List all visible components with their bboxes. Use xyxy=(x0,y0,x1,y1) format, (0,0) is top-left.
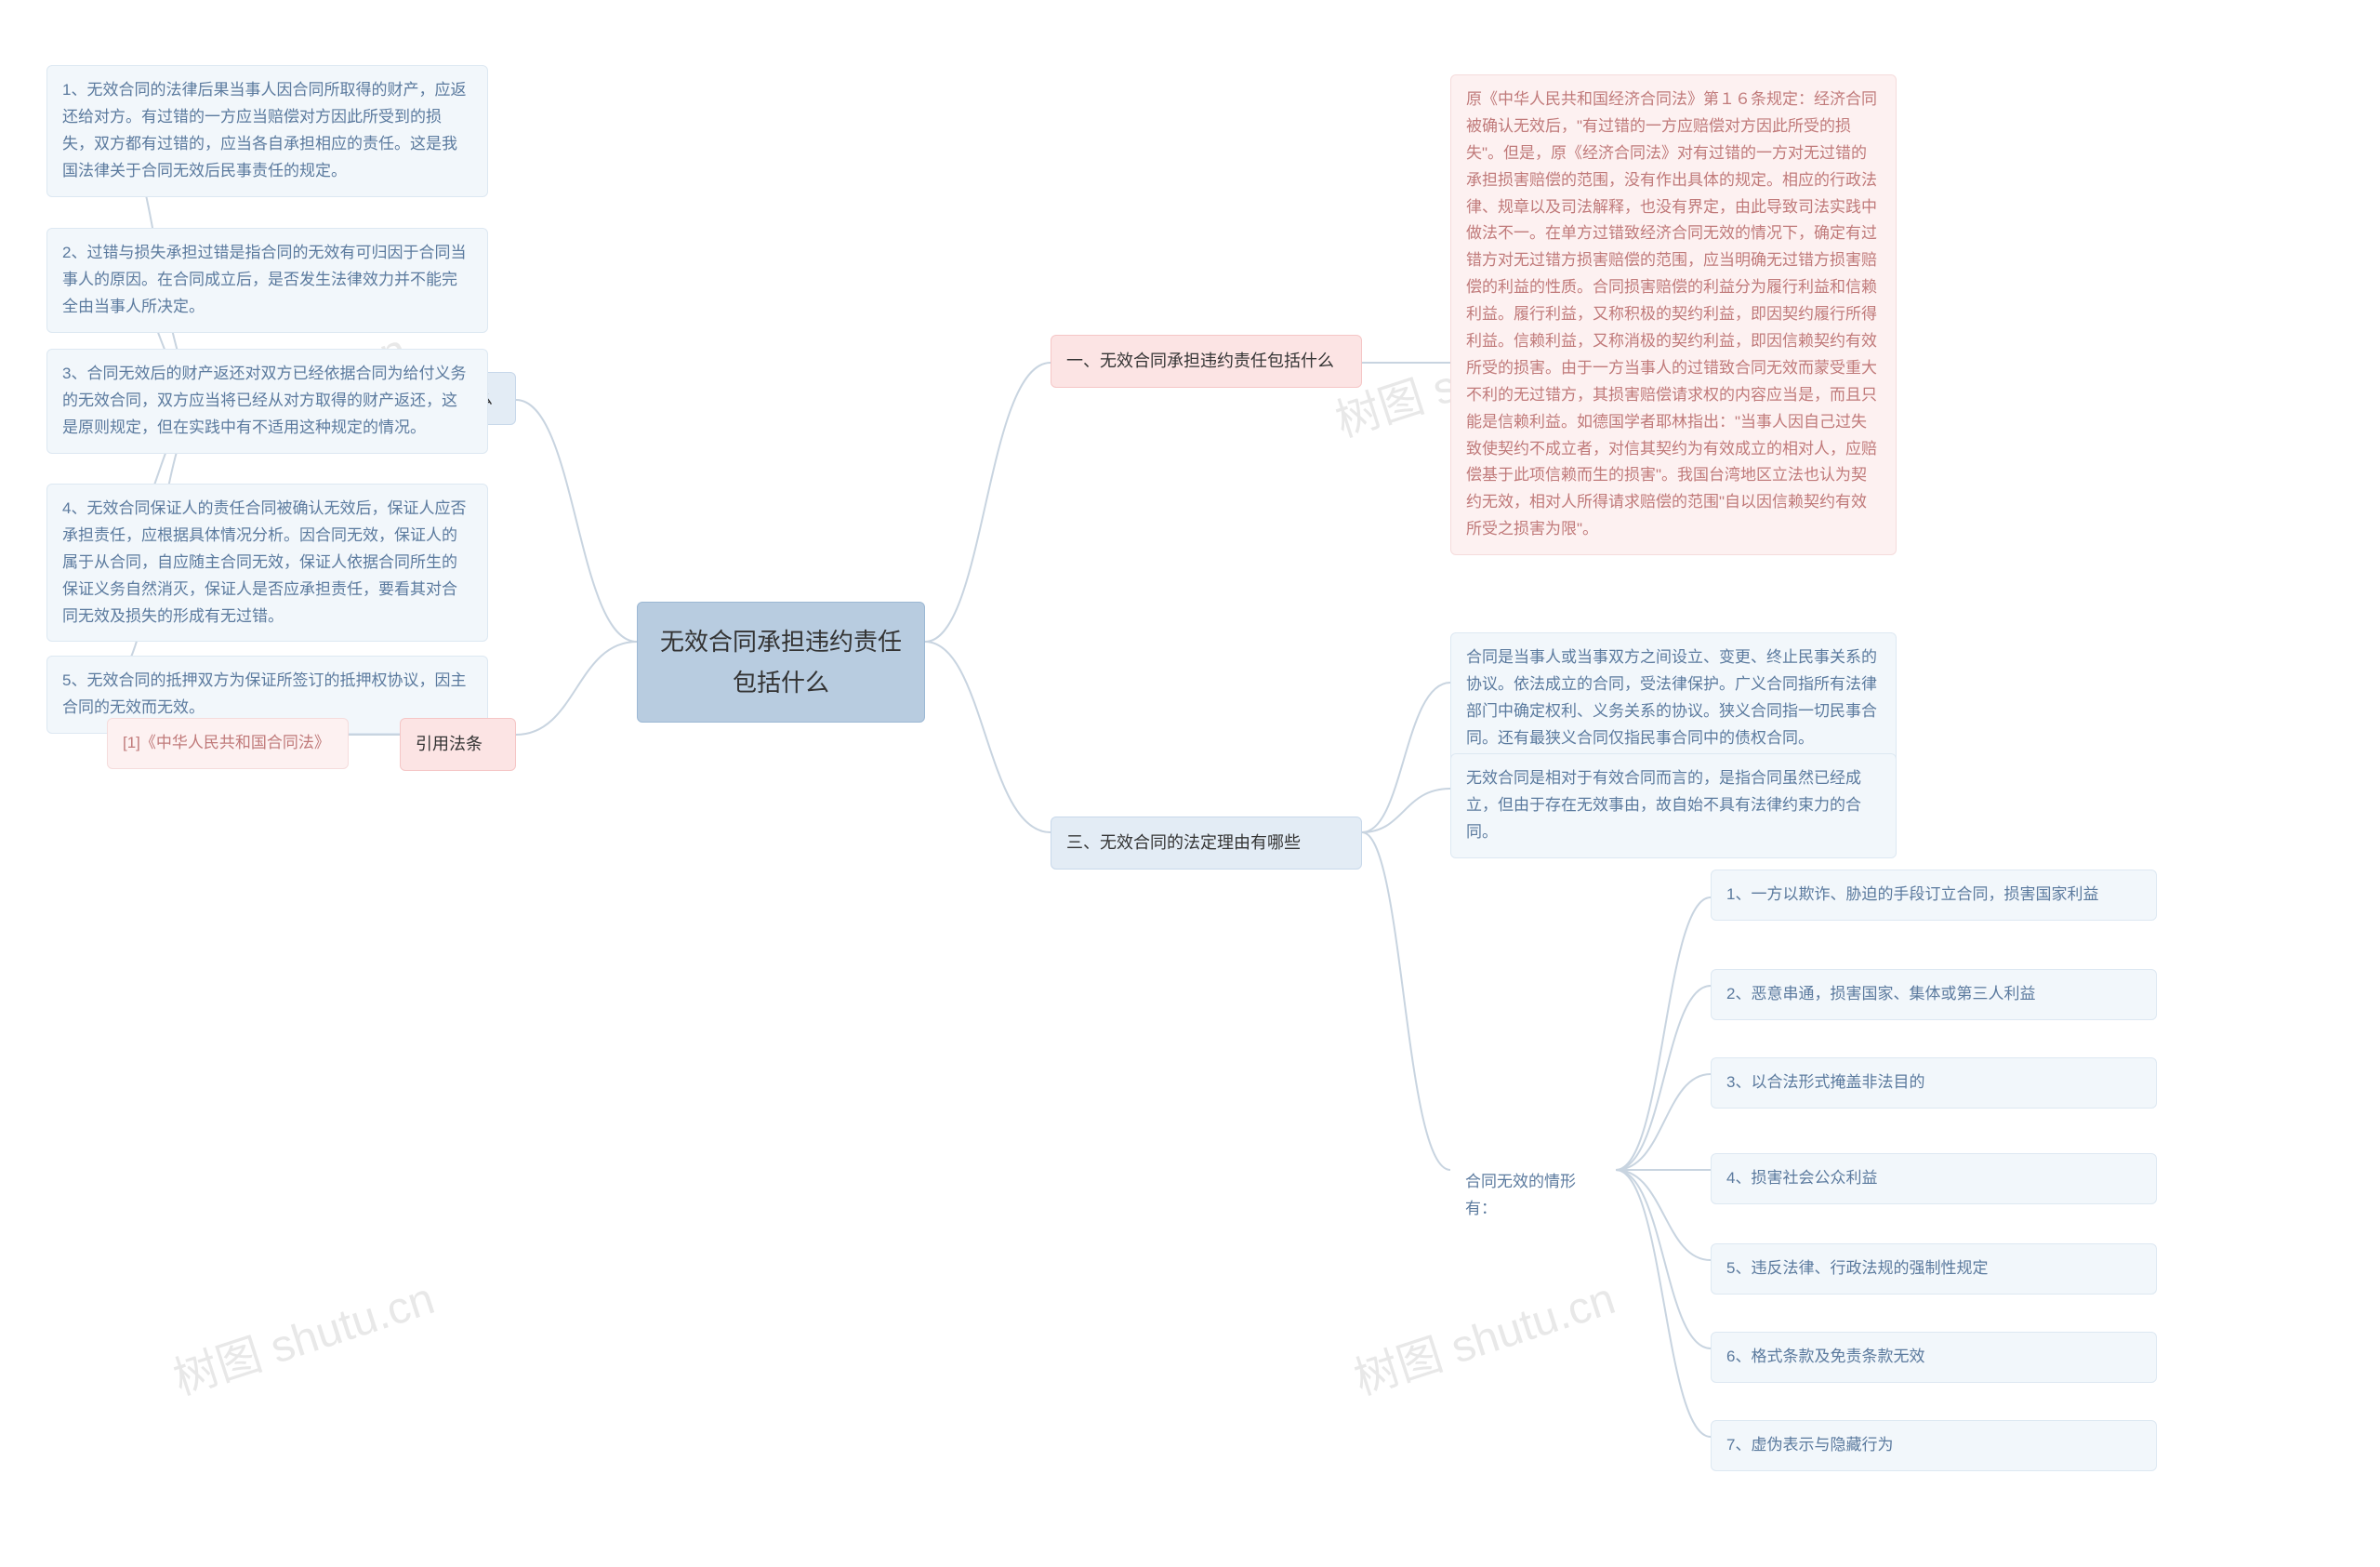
leaf-b3-3-2: 2、恶意串通，损害国家、集体或第三人利益 xyxy=(1711,969,2157,1020)
leaf-b2-2: 2、过错与损失承担过错是指合同的无效有可归因于合同当事人的原因。在合同成立后，是… xyxy=(46,228,488,333)
leaf-b3-3-3-text: 3、以合法形式掩盖非法目的 xyxy=(1726,1073,1924,1091)
leaf-b3-1-text: 合同是当事人或当事双方之间设立、变更、终止民事关系的协议。依法成立的合同，受法律… xyxy=(1466,648,1877,747)
leaf-b1-1-text: 原《中华人民共和国经济合同法》第１６条规定：经济合同被确认无效后，"有过错的一方… xyxy=(1466,90,1877,538)
leaf-b3-3-5-text: 5、违反法律、行政法规的强制性规定 xyxy=(1726,1259,1988,1277)
branch-4: 引用法条 xyxy=(400,718,516,771)
watermark: 树图 shutu.cn xyxy=(1344,1262,1621,1407)
leaf-b2-4: 4、无效合同保证人的责任合同被确认无效后，保证人应否承担责任，应根据具体情况分析… xyxy=(46,484,488,642)
branch-3-label: 三、无效合同的法定理由有哪些 xyxy=(1066,833,1301,852)
branch-4-label: 引用法条 xyxy=(416,735,483,753)
leaf-b3-3-1: 1、一方以欺诈、胁迫的手段订立合同，损害国家利益 xyxy=(1711,870,2157,921)
leaf-b2-3-text: 3、合同无效后的财产返还对双方已经依据合同为给付义务的无效合同，双方应当将已经从… xyxy=(62,365,466,436)
watermark: 树图 shutu.cn xyxy=(164,1262,441,1407)
branch-1: 一、无效合同承担违约责任包括什么 xyxy=(1051,335,1362,388)
leaf-b1-1: 原《中华人民共和国经济合同法》第１６条规定：经济合同被确认无效后，"有过错的一方… xyxy=(1450,74,1897,555)
root-label: 无效合同承担违约责任包括什么 xyxy=(660,628,902,697)
leaf-b3-3-6-text: 6、格式条款及免责条款无效 xyxy=(1726,1348,1924,1365)
leaf-b3-3-label: 合同无效的情形有： xyxy=(1450,1158,1618,1234)
leaf-b2-4-text: 4、无效合同保证人的责任合同被确认无效后，保证人应否承担责任，应根据具体情况分析… xyxy=(62,499,466,625)
leaf-b3-3-4-text: 4、损害社会公众利益 xyxy=(1726,1169,1877,1187)
leaf-b2-3: 3、合同无效后的财产返还对双方已经依据合同为给付义务的无效合同，双方应当将已经从… xyxy=(46,349,488,454)
leaf-b3-3-7: 7、虚伪表示与隐藏行为 xyxy=(1711,1420,2157,1471)
leaf-b3-3-1-text: 1、一方以欺诈、胁迫的手段订立合同，损害国家利益 xyxy=(1726,885,2098,903)
leaf-b3-3-7-text: 7、虚伪表示与隐藏行为 xyxy=(1726,1436,1893,1454)
root-node: 无效合同承担违约责任包括什么 xyxy=(637,602,925,723)
leaf-b2-1-text: 1、无效合同的法律后果当事人因合同所取得的财产，应返还给对方。有过错的一方应当赔… xyxy=(62,81,466,179)
leaf-b3-3-6: 6、格式条款及免责条款无效 xyxy=(1711,1332,2157,1383)
leaf-b3-3-5: 5、违反法律、行政法规的强制性规定 xyxy=(1711,1243,2157,1295)
leaf-b3-3-4: 4、损害社会公众利益 xyxy=(1711,1153,2157,1204)
leaf-b3-2: 无效合同是相对于有效合同而言的，是指合同虽然已经成立，但由于存在无效事由，故自始… xyxy=(1450,753,1897,858)
leaf-b4-1-text: [1]《中华人民共和国合同法》 xyxy=(123,734,330,751)
leaf-b2-1: 1、无效合同的法律后果当事人因合同所取得的财产，应返还给对方。有过错的一方应当赔… xyxy=(46,65,488,197)
leaf-b4-1: [1]《中华人民共和国合同法》 xyxy=(107,718,349,769)
leaf-b2-2-text: 2、过错与损失承担过错是指合同的无效有可归因于合同当事人的原因。在合同成立后，是… xyxy=(62,244,466,315)
leaf-b3-3-3: 3、以合法形式掩盖非法目的 xyxy=(1711,1057,2157,1109)
branch-3: 三、无效合同的法定理由有哪些 xyxy=(1051,817,1362,870)
leaf-b3-3-label-text: 合同无效的情形有： xyxy=(1465,1173,1576,1217)
leaf-b3-3-2-text: 2、恶意串通，损害国家、集体或第三人利益 xyxy=(1726,985,2035,1003)
leaf-b3-2-text: 无效合同是相对于有效合同而言的，是指合同虽然已经成立，但由于存在无效事由，故自始… xyxy=(1466,769,1861,841)
leaf-b3-1: 合同是当事人或当事双方之间设立、变更、终止民事关系的协议。依法成立的合同，受法律… xyxy=(1450,632,1897,764)
branch-1-label: 一、无效合同承担违约责任包括什么 xyxy=(1066,352,1334,370)
leaf-b2-5-text: 5、无效合同的抵押双方为保证所签订的抵押权协议，因主合同的无效而无效。 xyxy=(62,671,466,716)
